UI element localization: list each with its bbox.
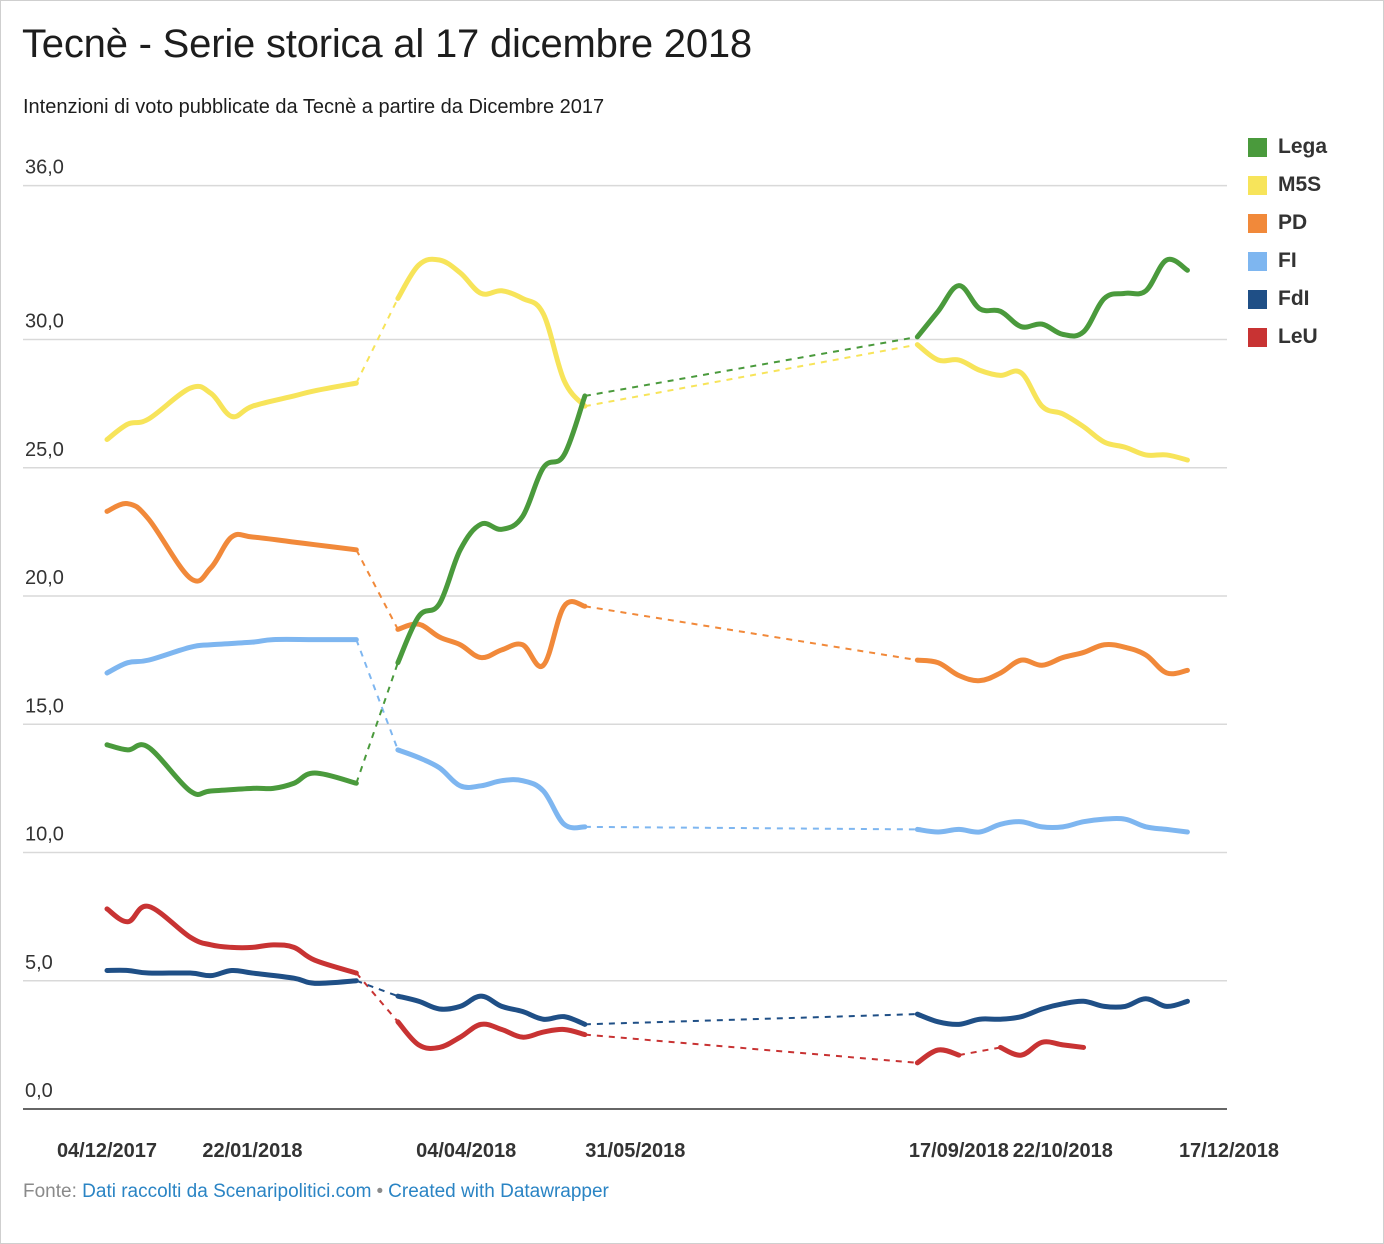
gridlines bbox=[23, 184, 1227, 1110]
series-line bbox=[395, 599, 588, 669]
y-tick-label: 0,0 bbox=[25, 1080, 53, 1102]
y-tick-label: 10,0 bbox=[25, 824, 64, 846]
series-line bbox=[104, 903, 359, 976]
legend-label: FI bbox=[1278, 249, 1297, 272]
datawrapper-link[interactable]: Created with Datawrapper bbox=[388, 1181, 609, 1202]
y-tick-label: 36,0 bbox=[25, 157, 64, 179]
series-lega bbox=[104, 256, 1190, 798]
series-gap-connector bbox=[355, 979, 399, 998]
series-pd bbox=[104, 501, 1190, 684]
legend-label: FdI bbox=[1278, 287, 1310, 310]
series-line bbox=[997, 1039, 1087, 1058]
series-gap-connector bbox=[355, 549, 399, 630]
series-fdi bbox=[104, 967, 1190, 1027]
series-line bbox=[104, 742, 359, 798]
legend-swatch bbox=[1248, 289, 1267, 309]
legend-item-m5s: M5S bbox=[1248, 166, 1327, 204]
legend-label: M5S bbox=[1278, 173, 1322, 196]
y-tick-label: 25,0 bbox=[25, 439, 64, 461]
legend-item-pd: PD bbox=[1248, 204, 1327, 242]
legend: Lega M5S PD FI FdI LeU bbox=[1248, 128, 1327, 356]
series-gap-connector bbox=[355, 298, 399, 384]
series-line bbox=[395, 1019, 588, 1051]
series-fi bbox=[104, 636, 1190, 835]
x-tick-label: 04/04/2018 bbox=[416, 1140, 516, 1162]
chart-subtitle: Intenzioni di voto pubblicate da Tecnè a… bbox=[23, 96, 605, 118]
legend-swatch bbox=[1248, 327, 1267, 347]
series-line bbox=[104, 967, 359, 986]
y-axis-labels: 0,0 5,0 10,0 15,0 20,0 25,0 30,0 36,0 bbox=[25, 157, 64, 1102]
series-m5s bbox=[104, 256, 1190, 463]
series-gap-connector bbox=[355, 972, 399, 1023]
series-line bbox=[914, 256, 1190, 340]
series-gap-connector bbox=[584, 343, 918, 408]
legend-label: Lega bbox=[1278, 135, 1328, 158]
series-line bbox=[104, 501, 359, 584]
series-line bbox=[914, 1047, 962, 1066]
y-tick-label: 15,0 bbox=[25, 695, 64, 717]
series-gap-connector bbox=[584, 1033, 918, 1064]
legend-label: PD bbox=[1278, 211, 1308, 234]
x-tick-label: 17/12/2018 bbox=[1179, 1140, 1279, 1162]
x-tick-label: 31/05/2018 bbox=[585, 1140, 685, 1162]
footer-separator: • bbox=[376, 1181, 384, 1202]
footer-prefix: Fonte: bbox=[23, 1181, 83, 1202]
series-line bbox=[395, 393, 588, 666]
series-gap-connector bbox=[355, 639, 399, 751]
x-tick-label: 04/12/2017 bbox=[57, 1140, 157, 1162]
series-gap-connector bbox=[584, 825, 918, 831]
series-gap-connector bbox=[584, 605, 918, 662]
legend-item-lega: Lega bbox=[1248, 128, 1327, 166]
series-line bbox=[914, 996, 1190, 1027]
series-gap-connector bbox=[584, 335, 918, 397]
y-tick-label: 5,0 bbox=[25, 952, 53, 974]
x-axis-labels: 04/12/2017 22/01/2018 04/04/2018 31/05/2018… bbox=[57, 1140, 1279, 1162]
source-link[interactable]: Dati raccolti da Scenaripolitici.com bbox=[82, 1181, 372, 1202]
y-tick-label: 30,0 bbox=[25, 311, 64, 333]
chart-title: Tecnè - Serie storica al 17 dicembre 201… bbox=[22, 22, 752, 66]
legend-swatch bbox=[1248, 213, 1267, 233]
series-lines bbox=[104, 256, 1190, 1066]
series-line bbox=[395, 993, 588, 1027]
legend-label: LeU bbox=[1278, 325, 1318, 348]
series-leu bbox=[104, 903, 1087, 1066]
series-line bbox=[914, 815, 1190, 835]
series-line bbox=[914, 342, 1190, 463]
series-line bbox=[914, 641, 1190, 684]
series-gap-connector bbox=[355, 662, 399, 784]
series-gap-connector bbox=[584, 1013, 918, 1026]
x-tick-label: 22/01/2018 bbox=[202, 1140, 302, 1162]
legend-item-fi: FI bbox=[1248, 242, 1327, 280]
x-tick-label: 22/10/2018 bbox=[1013, 1140, 1113, 1162]
series-line bbox=[104, 380, 359, 443]
series-line bbox=[395, 256, 588, 409]
series-line bbox=[104, 636, 359, 676]
series-line bbox=[395, 747, 588, 831]
x-tick-label: 17/09/2018 bbox=[909, 1140, 1009, 1162]
legend-swatch bbox=[1248, 175, 1267, 195]
y-tick-label: 20,0 bbox=[25, 567, 64, 589]
legend-swatch bbox=[1248, 137, 1267, 157]
series-gap-connector bbox=[958, 1046, 1001, 1057]
legend-item-fdi: FdI bbox=[1248, 280, 1327, 318]
footer: Fonte: Dati raccolti da Scenaripolitici.… bbox=[23, 1181, 609, 1203]
legend-item-leu: LeU bbox=[1248, 318, 1327, 356]
legend-swatch bbox=[1248, 251, 1267, 271]
